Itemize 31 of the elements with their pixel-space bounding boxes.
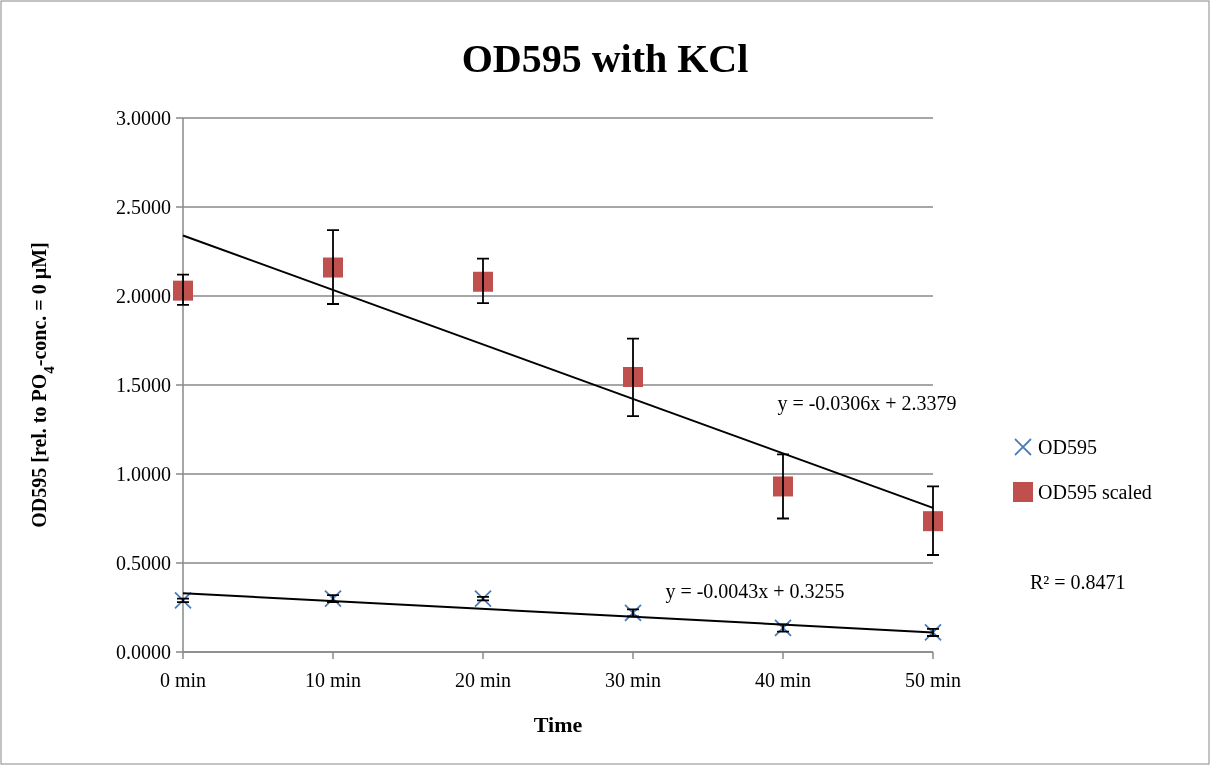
point [473,271,493,292]
x-tick-label: 10 min [304,669,362,691]
x-tick-label: 50 min [904,669,962,691]
x-axis-title: Time [533,712,583,737]
annotation: y = -0.0043x + 0.3255 [665,580,845,603]
x-tick-label: 40 min [754,669,812,691]
point [773,476,793,497]
x-tick-label: 0 min [159,669,207,691]
point [324,589,342,608]
point [623,366,643,387]
point [173,280,193,301]
legend-label: OD595 scaled [1038,481,1152,503]
point [174,591,192,610]
x-tick-label: 20 min [454,669,512,691]
y-tick-label: 2.5000 [116,196,171,218]
annotation: y = -0.0306x + 2.3379 [777,392,957,415]
point [774,619,792,637]
text: R² = 0.8471 [1030,571,1126,593]
x-tick-label: 30 min [604,669,662,691]
y-tick-label: 0.5000 [116,552,171,574]
y-tick-label: 1.5000 [116,374,171,396]
y-tick-label: 3.0000 [116,107,171,129]
chart-title: OD595 with KCl [461,36,749,81]
y-tick-label: 2.0000 [116,285,171,307]
point [323,257,343,278]
point [624,603,642,622]
point [923,511,943,532]
y-tick-label: 0.0000 [116,641,171,663]
point [474,589,492,608]
legend-label: OD595 [1038,436,1097,458]
y-tick-label: 1.0000 [116,463,171,485]
